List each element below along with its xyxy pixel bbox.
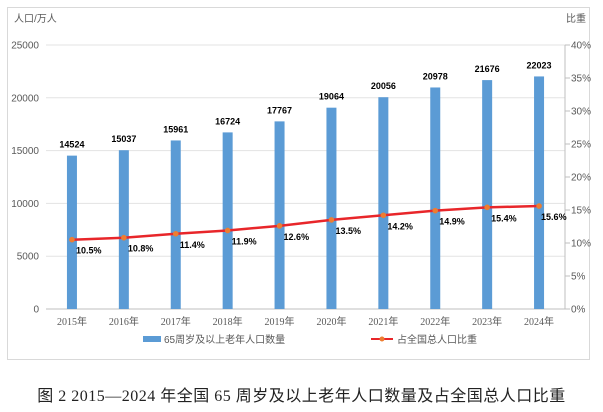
right-tick-label: 35%	[571, 74, 591, 85]
bar	[482, 80, 493, 309]
line-data-label: 11.9%	[232, 236, 257, 246]
line-marker	[380, 212, 387, 219]
right-tick-label: 20%	[571, 173, 591, 184]
bar-data-label: 21676	[475, 64, 500, 74]
bar	[222, 132, 233, 309]
right-tick-label: 5%	[571, 272, 586, 283]
bar	[118, 150, 129, 309]
bar-data-label: 20978	[423, 71, 448, 81]
legend: 65周岁及以上老年人口数量 占全国总人口比重	[143, 333, 477, 346]
legend-line-marker	[379, 336, 385, 342]
bar	[66, 155, 77, 309]
left-tick-label: 15000	[11, 146, 39, 157]
left-tick-label: 20000	[11, 93, 39, 104]
legend-bar-swatch	[143, 336, 161, 342]
right-tick-label: 0%	[571, 305, 586, 316]
right-tick-label: 30%	[571, 107, 591, 118]
x-tick-label: 2021年	[368, 315, 398, 328]
left-tick-label: 5000	[17, 252, 40, 263]
right-tick-label: 10%	[571, 239, 591, 250]
x-tick-label: 2022年	[420, 315, 450, 328]
line-marker	[328, 217, 335, 223]
x-tick-label: 2023年	[472, 315, 502, 328]
line-data-label: 14.2%	[387, 221, 413, 231]
bar	[326, 107, 337, 309]
right-tick-label: 25%	[571, 140, 591, 151]
bar-data-label: 17767	[267, 105, 292, 115]
chart: 人口/万人 比重 0 5000 10000 15000 20000 25000 0% 5% 10…	[11, 12, 591, 346]
line-marker	[69, 236, 75, 243]
left-tick-label: 10000	[11, 199, 39, 210]
bar-data-label: 20056	[371, 81, 396, 91]
line-data-label: 10.8%	[128, 244, 154, 254]
line-data-label: 15.6%	[541, 212, 567, 222]
line-marker	[276, 223, 283, 229]
chart-frame	[7, 7, 590, 360]
line-marker	[484, 204, 490, 211]
left-tick-label: 0	[33, 305, 39, 316]
bar-data-label: 22023	[527, 60, 552, 70]
line-marker	[432, 207, 439, 214]
line-data-label: 15.4%	[491, 213, 517, 223]
bar	[378, 97, 389, 309]
line-data-label: 13.5%	[335, 226, 361, 236]
line-data-label: 11.4%	[180, 240, 205, 250]
line-marker	[224, 227, 231, 234]
x-tick-label: 2019年	[265, 315, 295, 328]
left-tick-label: 25000	[11, 41, 39, 52]
right-tick-label: 40%	[571, 41, 591, 52]
legend-bar-label: 65周岁及以上老年人口数量	[164, 333, 285, 346]
line-data-label: 12.6%	[284, 232, 310, 242]
line-marker	[121, 234, 127, 241]
right-tick-label: 15%	[571, 206, 591, 217]
x-tick-label: 2016年	[109, 315, 139, 328]
line-marker	[172, 230, 179, 237]
x-tick-label: 2020年	[316, 315, 346, 328]
bar-data-label: 15037	[111, 134, 136, 144]
x-tick-label: 2018年	[213, 315, 243, 328]
bar-data-label: 15961	[163, 124, 188, 134]
line-data-label: 10.5%	[76, 246, 102, 256]
bar	[170, 140, 181, 309]
bar	[534, 76, 545, 309]
line-marker	[536, 203, 542, 209]
bar-data-label: 19064	[319, 92, 344, 102]
x-tick-label: 2017年	[161, 315, 191, 328]
bar	[274, 121, 285, 309]
x-tick-label: 2024年	[524, 315, 554, 328]
x-tick-label: 2015年	[57, 315, 87, 328]
bar	[430, 87, 441, 309]
right-axis-label: 比重	[566, 12, 586, 25]
bar-data-label: 16724	[215, 116, 240, 126]
line-data-label: 14.9%	[439, 217, 465, 227]
bar-data-label: 14524	[59, 140, 84, 150]
legend-line-label: 占全国总人口比重	[397, 333, 477, 346]
figure-caption: 图 2 2015—2024 年全国 65 周岁及以上老年人口数量及占全国总人口比…	[37, 388, 566, 405]
ratio-line	[71, 204, 540, 241]
left-axis-label: 人口/万人	[14, 13, 57, 25]
